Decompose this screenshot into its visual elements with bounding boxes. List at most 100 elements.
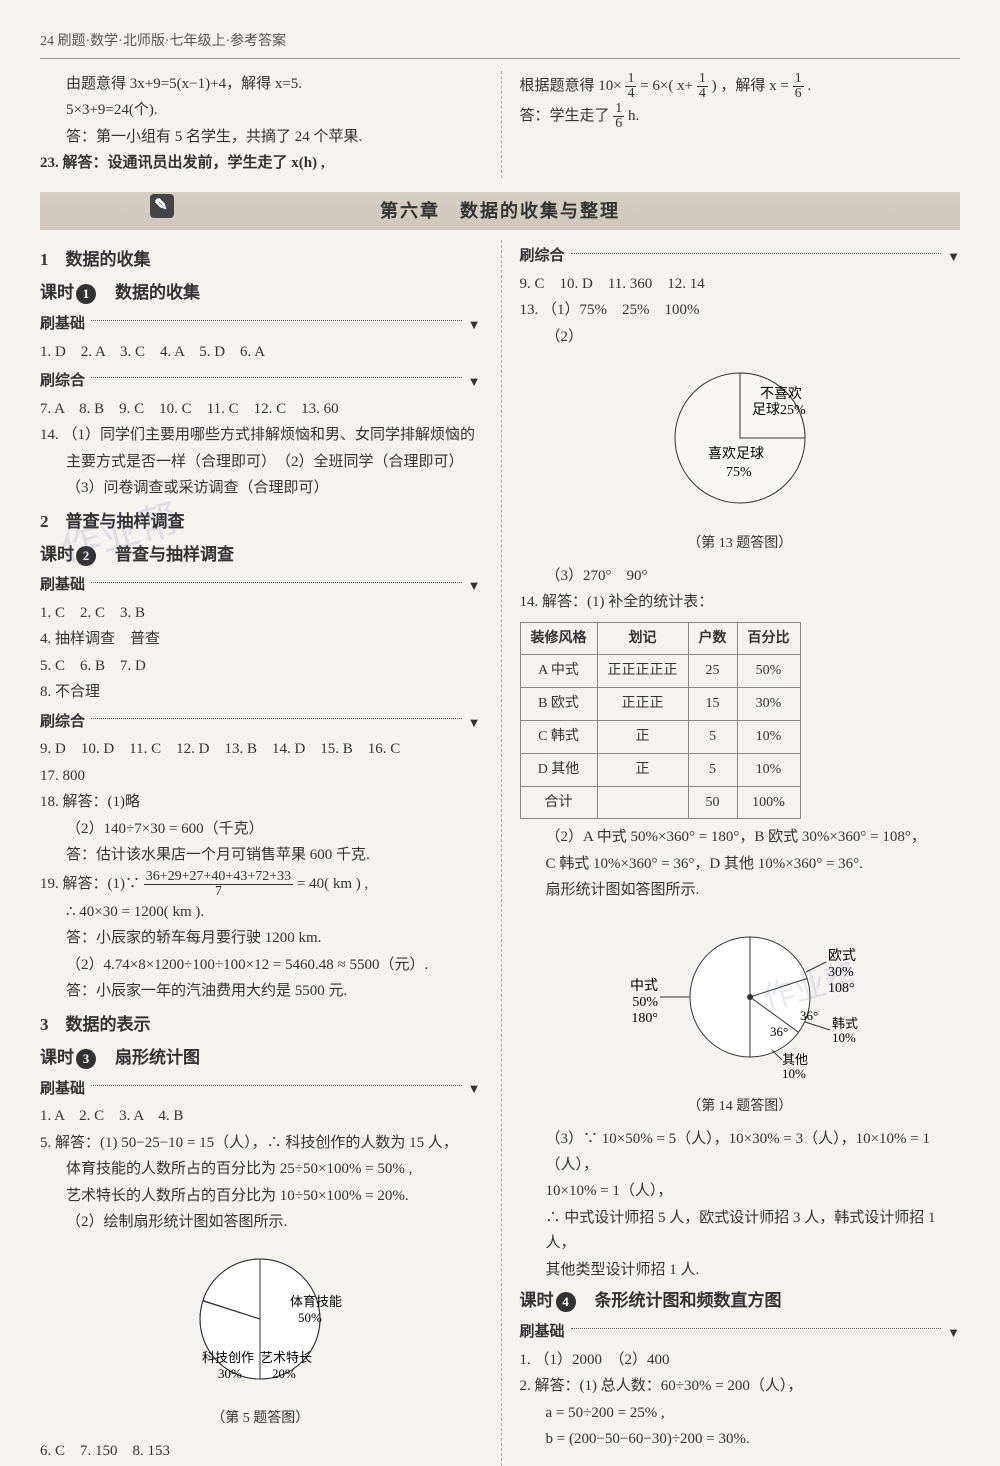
r6: （2）A 中式 50%×360° = 180°，B 欧式 30%×360° = … xyxy=(520,825,961,851)
td12: 15 xyxy=(688,688,737,721)
lt2a: 课时 xyxy=(40,545,74,564)
main-section: 作业帮 1 数据的收集 课时1 数据的收集 刷基础▼ 1. D 2. A 3. … xyxy=(40,240,960,1465)
tr-l1: 根据题意得 10× 14 = 6×( x+ 14 ) ，解得 x = 16 . xyxy=(520,72,961,101)
lesson3: 课时3 扇形统计图 xyxy=(40,1044,481,1073)
r8: 扇形统计图如答图所示. xyxy=(520,878,961,904)
lt3a: 课时 xyxy=(40,1048,74,1067)
p14-is2: 36° xyxy=(800,1008,818,1023)
c3: 体育技能的人数所占的百分比为 25÷50×100% = 50% , xyxy=(40,1157,481,1183)
lesson1: 课时1 数据的收集 xyxy=(40,279,481,308)
p13-l1: 喜欢足球 xyxy=(708,446,764,462)
sb1: 刷基础 xyxy=(40,312,85,338)
sub-basic-2: 刷基础▼ xyxy=(40,573,481,599)
right-col: 刷综合▼ 9. C 10. D 11. 360 12. 14 13. （1）75… xyxy=(501,240,961,1465)
chapter-bar: ✎ 第六章 数据的收集与整理 xyxy=(40,192,960,231)
r2: 13. （1）75% 25% 100% xyxy=(520,298,961,324)
td40: 合计 xyxy=(520,786,597,819)
b9: 答：估计该水果店一个月可销售苹果 600 千克. xyxy=(40,843,481,869)
pie5-caption: （第 5 题答图） xyxy=(40,1407,481,1431)
td20: C 韩式 xyxy=(520,721,597,754)
p14-os1: 30% xyxy=(828,965,854,980)
c1: 1. A 2. C 3. A 4. B xyxy=(40,1104,481,1130)
tr-l2: 答：学生走了 16 h. xyxy=(520,102,961,131)
td42: 50 xyxy=(688,786,737,819)
pie14-svg: 中式 50% 180° 欧式 30% 108° 韩式 10% 36° 其他 10… xyxy=(610,912,870,1082)
p5-s2: 30% xyxy=(218,1366,242,1381)
table14: 装修风格 划记 户数 百分比 A 中式正正正正正2550% B 欧式正正正153… xyxy=(520,622,801,820)
p13-l2b: 足球25% xyxy=(752,402,806,418)
r9: （3）∵ 10×50% = 5（人），10×30% = 3（人），10×10% … xyxy=(520,1127,961,1178)
d2: 2. 解答：(1) 总人数：60÷30% = 200（人）， xyxy=(520,1374,961,1400)
f4n: 1 xyxy=(613,102,624,117)
sb2: 刷基础 xyxy=(40,573,85,599)
p5-l2: 科技创作 xyxy=(202,1350,254,1365)
top-left-col: 由题意得 3x+9=5(x−1)+4，解得 x=5. 5×3+9=24(个). … xyxy=(40,71,481,178)
a3c: （3）问卷调查或采访调查（合理即可） xyxy=(40,476,481,502)
p14-os3: 10% xyxy=(782,1066,806,1081)
p13-s1: 75% xyxy=(726,465,752,480)
f1n: 1 xyxy=(625,72,636,87)
b6: 17. 800 xyxy=(40,764,481,790)
sm1: 刷综合 xyxy=(40,369,85,395)
sec2: 2 普查与抽样调查 xyxy=(40,508,481,537)
td33: 10% xyxy=(737,753,800,786)
b11: ∴ 40×30 = 1200( km ). xyxy=(40,900,481,926)
th1: 划记 xyxy=(597,622,688,655)
b14: 答：小辰家一年的汽油费用大约是 5500 元. xyxy=(40,979,481,1005)
p14-is1: 108° xyxy=(828,981,855,996)
td10: B 欧式 xyxy=(520,688,597,721)
sub-basic-4: 刷基础▼ xyxy=(520,1320,961,1346)
sub-basic-3: 刷基础▼ xyxy=(40,1077,481,1103)
sub-mix-2: 刷综合▼ xyxy=(40,710,481,736)
top-q23: 23. 解答：设通讯员出发前，学生走了 x(h) , xyxy=(40,151,481,177)
a1: 1. D 2. A 3. C 4. A 5. D 6. A xyxy=(40,340,481,366)
lt4b: 条形统计图和频数直方图 xyxy=(578,1291,782,1310)
f3d: 6 xyxy=(793,87,804,101)
sec3: 3 数据的表示 xyxy=(40,1011,481,1040)
b2: 4. 抽样调查 普查 xyxy=(40,627,481,653)
a3b: 主要方式是否一样（合理即可） （2）全班同学（合理即可） xyxy=(40,450,481,476)
tr1b: = 6×( x+ xyxy=(640,78,693,94)
td43: 100% xyxy=(737,786,800,819)
pie14-wrap: 中式 50% 180° 欧式 30% 108° 韩式 10% 36° 其他 10… xyxy=(520,912,961,1119)
r12: 其他类型设计师招 1 人. xyxy=(520,1258,961,1284)
lb2: 2 xyxy=(76,546,96,566)
p14-ol3: 其他 xyxy=(782,1052,808,1067)
top-l3: 答：第一小组有 5 名学生，共摘了 24 个苹果. xyxy=(40,125,481,151)
td13: 30% xyxy=(737,688,800,721)
b10: 19. 解答：(1)∵ 36+29+27+40+43+72+337 = 40( … xyxy=(40,870,481,899)
b7: 18. 解答：(1)略 xyxy=(40,790,481,816)
td41 xyxy=(597,786,688,819)
a3: 14. （1）同学们主要用哪些方式排解烦恼和男、女同学排解烦恼的 xyxy=(40,423,481,449)
lb1: 1 xyxy=(76,284,96,304)
p14-ol1: 欧式 xyxy=(828,948,856,964)
p14-os0: 50% xyxy=(632,995,658,1010)
td01: 正正正正正 xyxy=(597,655,688,688)
sub-basic-1: 刷基础▼ xyxy=(40,312,481,338)
top-l1: 由题意得 3x+9=5(x−1)+4，解得 x=5. xyxy=(40,72,481,98)
b5: 9. D 10. D 11. C 12. D 13. B 14. D 15. B… xyxy=(40,737,481,763)
p14-ol0: 中式 xyxy=(630,978,658,994)
b4: 8. 不合理 xyxy=(40,680,481,706)
r1: 9. C 10. D 11. 360 12. 14 xyxy=(520,272,961,298)
td30: D 其他 xyxy=(520,753,597,786)
td03: 50% xyxy=(737,655,800,688)
th3: 百分比 xyxy=(737,622,800,655)
f2n: 1 xyxy=(697,72,708,87)
lb4: 4 xyxy=(556,1292,576,1312)
smr: 刷综合 xyxy=(520,244,565,270)
pie5-svg: 体育技能 50% 科技创作 30% 艺术特长 20% xyxy=(170,1244,350,1394)
top-right-col: 根据题意得 10× 14 = 6×( x+ 14 ) ，解得 x = 16 . … xyxy=(501,71,961,178)
sm2: 刷综合 xyxy=(40,710,85,736)
td21: 正 xyxy=(597,721,688,754)
f4d: 6 xyxy=(613,117,624,131)
p5-s3: 20% xyxy=(272,1366,296,1381)
r3: （2） xyxy=(520,325,961,351)
tr1a: 根据题意得 10× xyxy=(520,78,622,94)
p5-s1: 50% xyxy=(298,1310,322,1325)
sub-mix-1: 刷综合▼ xyxy=(40,369,481,395)
p14-is3: 36° xyxy=(770,1024,788,1039)
c4: 艺术特长的人数所占的百分比为 10÷50×100% = 20%. xyxy=(40,1184,481,1210)
c6: 6. C 7. 150 8. 153 xyxy=(40,1439,481,1465)
tr1c: ) ，解得 x = xyxy=(712,78,793,94)
